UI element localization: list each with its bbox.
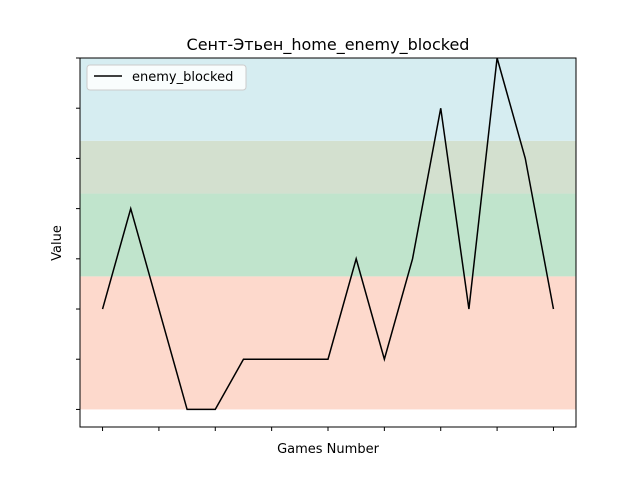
band-2	[80, 140, 576, 194]
legend-box	[86, 64, 247, 91]
background-bands	[80, 58, 576, 410]
band-1	[80, 193, 576, 277]
x-axis-label: Games Number	[277, 442, 379, 457]
axis-ticks	[76, 57, 554, 431]
band-0	[80, 276, 576, 410]
series-layer	[101, 57, 555, 411]
chart-title: Сент-Этьен_home_enemy_blocked	[187, 35, 470, 55]
legend: enemy_blocked	[86, 64, 247, 91]
y-axis-label: Value	[50, 225, 65, 261]
legend-label: enemy_blocked	[132, 70, 233, 85]
series-line-enemy_blocked	[101, 57, 555, 411]
